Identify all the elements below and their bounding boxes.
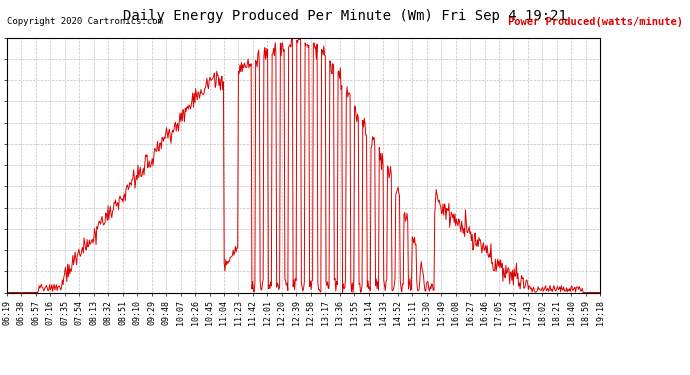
Text: Daily Energy Produced Per Minute (Wm) Fri Sep 4 19:21: Daily Energy Produced Per Minute (Wm) Fr…	[123, 9, 567, 23]
Text: Power Produced(watts/minute): Power Produced(watts/minute)	[508, 17, 683, 27]
Text: Copyright 2020 Cartronics.com: Copyright 2020 Cartronics.com	[7, 17, 163, 26]
